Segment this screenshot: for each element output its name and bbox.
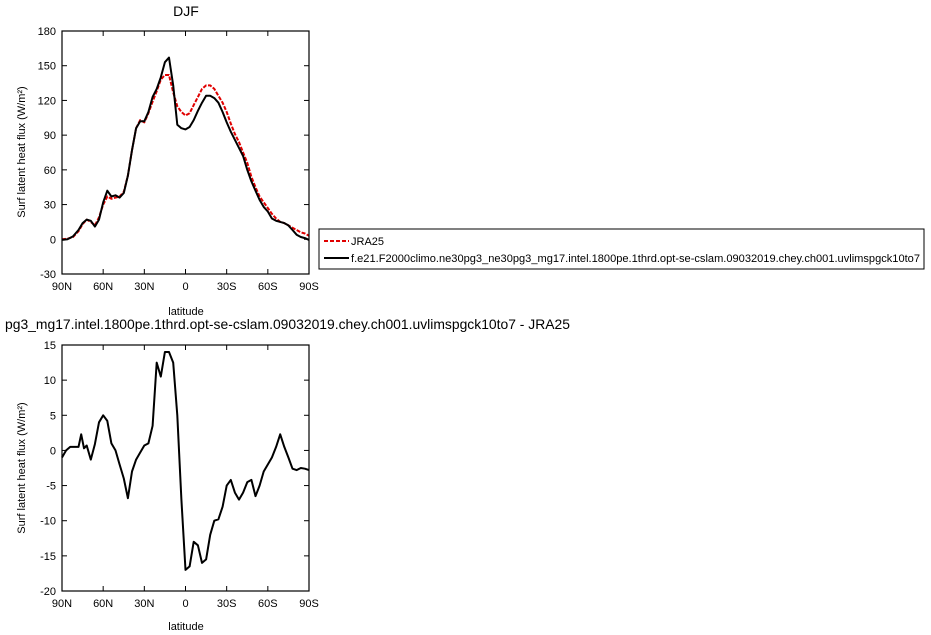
top-x-tick-label: 90N: [52, 281, 72, 293]
top-y-tick-label: 60: [44, 165, 56, 177]
top-y-tick-label: 120: [38, 95, 56, 107]
top-y-tick-label: 90: [44, 130, 56, 142]
top-series-line-0: [61, 74, 310, 241]
top-y-tick-label: -30: [40, 269, 56, 281]
bottom-y-tick-label: -10: [40, 516, 56, 528]
top-x-tick-label: 60N: [93, 281, 113, 293]
bottom-panel-ticks: -20 -15 -10 -5 0 5 10 15 90N 60N 30N 0 30S 60S 90S: [40, 340, 319, 610]
legend: JRA25 f.e21.F2000climo.ne30pg3_ne30pg3_m…: [318, 228, 925, 270]
top-x-axis-label: latitude: [168, 306, 203, 318]
top-plot-frame: [61, 30, 310, 275]
bottom-x-tick-label: 30N: [134, 598, 154, 610]
bottom-x-tick-label: 90N: [52, 598, 72, 610]
top-x-tick-label: 0: [182, 281, 188, 293]
bottom-x-tick-label: 90S: [299, 598, 319, 610]
bottom-plot-frame: [61, 344, 310, 592]
bottom-x-tick-label: 60N: [93, 598, 113, 610]
legend-label-jra25: JRA25: [351, 236, 384, 248]
bottom-panel-series: [61, 351, 310, 571]
top-x-tick-label: 30S: [217, 281, 237, 293]
legend-label-model: f.e21.F2000climo.ne30pg3_ne30pg3_mg17.in…: [351, 253, 920, 265]
top-y-axis-label: Surf latent heat flux (W/m²): [16, 86, 28, 217]
top-y-tick-label: 180: [38, 26, 56, 38]
bottom-y-tick-label: -5: [46, 481, 56, 493]
bottom-y-tick-label: 15: [44, 340, 56, 352]
top-chart-title: DJF: [173, 3, 199, 19]
legend-box: [318, 228, 925, 270]
bottom-series-line-0: [61, 351, 310, 571]
top-panel-ticks: -30 0 30 60 90 120 150 180 90N 60N 30N 0 30S 60S 90S: [38, 26, 319, 293]
top-panel: DJF -30 0 30 60 90 120 150 180 90N 60N 30N 0 30S 60S 9…: [16, 3, 319, 318]
bottom-y-tick-label: 10: [44, 375, 56, 387]
bottom-y-tick-label: 0: [50, 445, 56, 457]
top-series-line-1: [61, 56, 310, 241]
top-y-tick-label: 30: [44, 200, 56, 212]
top-x-tick-label: 60S: [258, 281, 278, 293]
bottom-y-tick-label: 5: [50, 410, 56, 422]
bottom-x-tick-label: 60S: [258, 598, 278, 610]
bottom-x-tick-label: 0: [182, 598, 188, 610]
top-panel-series: [61, 56, 310, 241]
top-x-tick-label: 90S: [299, 281, 319, 293]
bottom-x-tick-label: 30S: [217, 598, 237, 610]
top-y-tick-label: 0: [50, 234, 56, 246]
bottom-y-tick-label: -15: [40, 551, 56, 563]
top-x-tick-label: 30N: [134, 281, 154, 293]
bottom-x-axis-label: latitude: [168, 621, 203, 633]
bottom-y-axis-label: Surf latent heat flux (W/m²): [16, 402, 28, 533]
bottom-y-tick-label: -20: [40, 586, 56, 598]
bottom-panel: pg3_mg17.intel.1800pe.1thrd.opt-se-cslam…: [5, 316, 570, 633]
bottom-chart-title: pg3_mg17.intel.1800pe.1thrd.opt-se-cslam…: [5, 316, 570, 332]
top-y-tick-label: 150: [38, 61, 56, 73]
